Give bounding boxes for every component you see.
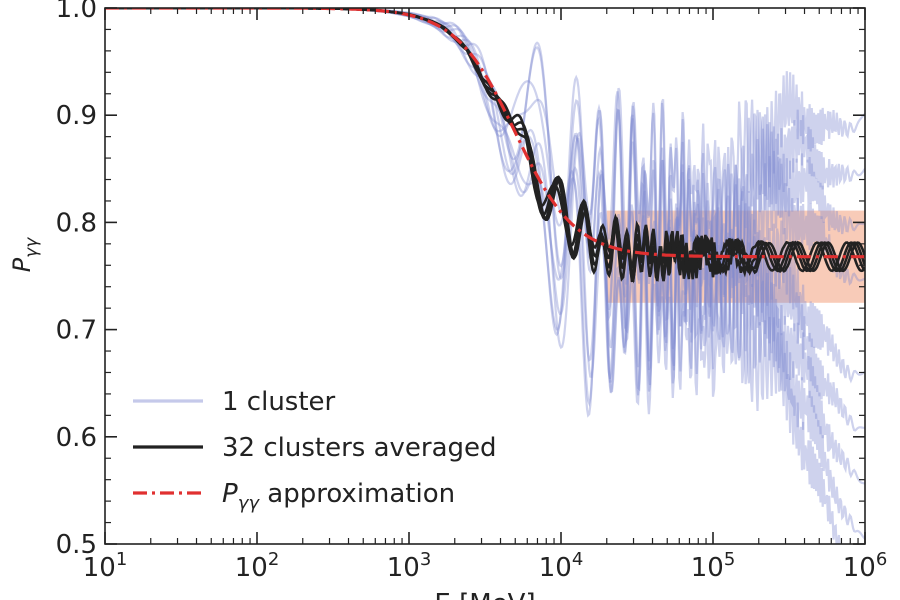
x-axis-ticks xyxy=(104,8,866,544)
legend-label: Pγγ approximation xyxy=(222,479,455,514)
x-tick-label: 102 xyxy=(235,549,280,583)
y-axis-label: Pγγ xyxy=(8,237,42,273)
y-axis-ticks xyxy=(105,7,865,545)
legend-label: 32 clusters averaged xyxy=(222,433,497,463)
averaged-cluster-line xyxy=(105,8,865,283)
single-cluster-line xyxy=(105,8,865,392)
averaged-cluster-line xyxy=(105,8,865,282)
x-tick-label: 103 xyxy=(387,549,432,583)
x-tick-label: 104 xyxy=(539,549,584,583)
single-cluster-line xyxy=(105,8,865,407)
single-cluster-line xyxy=(105,8,841,544)
x-axis-label: E [MeV] xyxy=(434,589,535,600)
single-cluster-series xyxy=(105,8,865,544)
x-axis-tick-labels: 101 102 103 104 105 106 xyxy=(83,549,888,583)
y-tick-label: 0.5 xyxy=(56,530,97,560)
y-tick-label: 0.6 xyxy=(56,423,97,453)
x-tick-label: 101 xyxy=(83,549,128,583)
x-tick-label: 105 xyxy=(691,549,736,583)
single-cluster-line xyxy=(105,8,865,432)
legend-label: 1 cluster xyxy=(222,387,336,417)
y-axis-tick-labels: 0.5 0.6 0.7 0.8 0.9 1.0 xyxy=(56,0,97,560)
y-tick-label: 0.9 xyxy=(56,101,97,131)
single-cluster-line xyxy=(105,8,865,485)
y-tick-label: 1.0 xyxy=(56,0,97,24)
y-tick-label: 0.8 xyxy=(56,208,97,238)
plot-frame xyxy=(104,7,866,545)
averaged-clusters-series xyxy=(105,8,865,284)
y-tick-label: 0.7 xyxy=(56,316,97,346)
legend: 1 cluster 32 clusters averaged Pγγ approxi… xyxy=(133,387,497,514)
x-tick-label: 106 xyxy=(843,549,888,583)
single-cluster-line xyxy=(105,8,865,399)
